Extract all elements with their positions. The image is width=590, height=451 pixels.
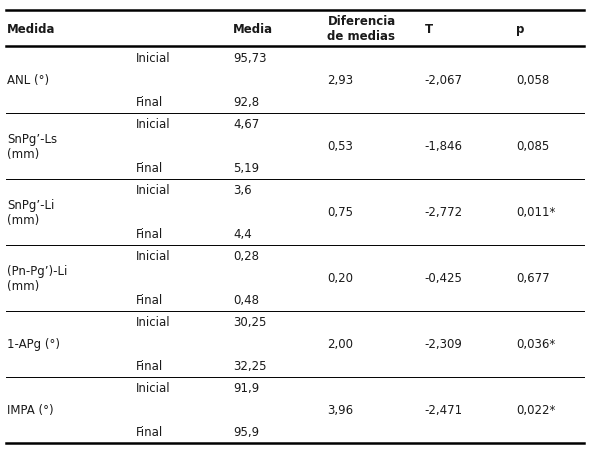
Text: 0,022*: 0,022* bbox=[516, 404, 556, 416]
Text: 92,8: 92,8 bbox=[233, 96, 259, 109]
Text: (Pn-Pg’)-Li
(mm): (Pn-Pg’)-Li (mm) bbox=[7, 264, 67, 292]
Text: -2,309: -2,309 bbox=[425, 337, 463, 350]
Text: Medida: Medida bbox=[7, 23, 55, 36]
Text: Diferencia
de medias: Diferencia de medias bbox=[327, 15, 396, 43]
Text: 0,677: 0,677 bbox=[516, 272, 550, 285]
Text: ANL (°): ANL (°) bbox=[7, 74, 49, 87]
Text: Inicial: Inicial bbox=[136, 184, 171, 197]
Text: -0,425: -0,425 bbox=[425, 272, 463, 285]
Text: Media: Media bbox=[233, 23, 273, 36]
Text: Final: Final bbox=[136, 228, 163, 241]
Text: Final: Final bbox=[136, 162, 163, 175]
Text: p: p bbox=[516, 23, 525, 36]
Text: SnPg’-Ls
(mm): SnPg’-Ls (mm) bbox=[7, 132, 57, 160]
Text: 95,73: 95,73 bbox=[233, 52, 267, 65]
Text: 2,93: 2,93 bbox=[327, 74, 353, 87]
Text: 1-APg (°): 1-APg (°) bbox=[7, 337, 60, 350]
Text: 3,6: 3,6 bbox=[233, 184, 252, 197]
Text: 0,011*: 0,011* bbox=[516, 206, 556, 219]
Text: 91,9: 91,9 bbox=[233, 382, 259, 395]
Text: 0,036*: 0,036* bbox=[516, 337, 556, 350]
Text: 4,67: 4,67 bbox=[233, 118, 259, 131]
Text: Final: Final bbox=[136, 294, 163, 307]
Text: Inicial: Inicial bbox=[136, 52, 171, 65]
Text: 3,96: 3,96 bbox=[327, 404, 353, 416]
Text: 32,25: 32,25 bbox=[233, 359, 267, 373]
Text: -2,471: -2,471 bbox=[425, 404, 463, 416]
Text: Inicial: Inicial bbox=[136, 249, 171, 262]
Text: Final: Final bbox=[136, 425, 163, 438]
Text: -1,846: -1,846 bbox=[425, 140, 463, 153]
Text: 2,00: 2,00 bbox=[327, 337, 353, 350]
Text: Inicial: Inicial bbox=[136, 382, 171, 395]
Text: Final: Final bbox=[136, 359, 163, 373]
Text: 0,48: 0,48 bbox=[233, 294, 259, 307]
Text: -2,067: -2,067 bbox=[425, 74, 463, 87]
Text: 95,9: 95,9 bbox=[233, 425, 259, 438]
Text: 0,085: 0,085 bbox=[516, 140, 549, 153]
Text: 4,4: 4,4 bbox=[233, 228, 252, 241]
Text: Inicial: Inicial bbox=[136, 316, 171, 328]
Text: 0,28: 0,28 bbox=[233, 249, 259, 262]
Text: 30,25: 30,25 bbox=[233, 316, 267, 328]
Text: Final: Final bbox=[136, 96, 163, 109]
Text: 0,75: 0,75 bbox=[327, 206, 353, 219]
Text: 0,53: 0,53 bbox=[327, 140, 353, 153]
Text: 5,19: 5,19 bbox=[233, 162, 259, 175]
Text: -2,772: -2,772 bbox=[425, 206, 463, 219]
Text: SnPg’-Li
(mm): SnPg’-Li (mm) bbox=[7, 198, 54, 226]
Text: Inicial: Inicial bbox=[136, 118, 171, 131]
Text: T: T bbox=[425, 23, 433, 36]
Text: 0,20: 0,20 bbox=[327, 272, 353, 285]
Text: IMPA (°): IMPA (°) bbox=[7, 404, 54, 416]
Text: 0,058: 0,058 bbox=[516, 74, 549, 87]
